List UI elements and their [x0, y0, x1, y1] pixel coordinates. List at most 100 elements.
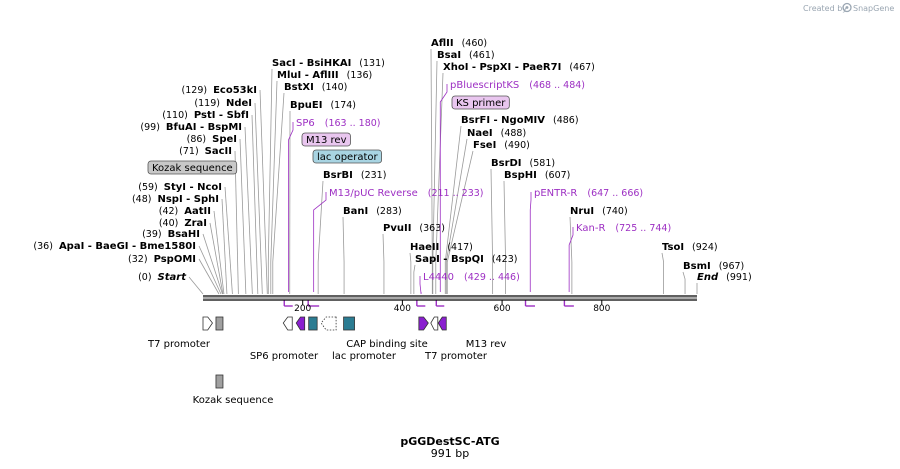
- site-label-start: Start: [158, 272, 188, 283]
- feature-m13-rev-3: [295, 316, 306, 331]
- primer-layer: SP6 (163 .. 180) M13/pUC Reverse (211 .. 23…: [283, 80, 671, 307]
- site-label-bsrdi: BsrDI: [491, 158, 522, 169]
- site-pos-tsoi: (924): [692, 242, 718, 253]
- site-label-bstxi: BstXI: [284, 82, 314, 93]
- site-pos-eco53ki: (129): [182, 85, 208, 96]
- site-leader-bstxi: [272, 92, 285, 294]
- site-label-naei: NaeI: [467, 128, 493, 139]
- site-pos-bsai: (461): [469, 50, 495, 61]
- feature-label-t7-promoter-0: T7 promoter: [147, 339, 211, 350]
- site-pos-psti-sbfi: (110): [162, 110, 188, 121]
- site-label-psti-sbfi: PstI - SbfI: [194, 110, 249, 121]
- site-pos-nrui: (740): [602, 206, 628, 217]
- feature-kozak-sequence-1: [215, 316, 224, 331]
- site-label-eco53ki: Eco53kI: [213, 85, 257, 96]
- site-leader-styi-ncoi: [224, 186, 233, 295]
- primer-range-m13-puc-reverse: (211 .. 233): [428, 188, 484, 199]
- ruler-ticks: 200 400 600 800: [294, 300, 611, 314]
- feature-label-lac-promoter-2: lac promoter: [332, 351, 397, 362]
- feature-track: [202, 316, 447, 389]
- site-leader-haeii: [409, 252, 412, 294]
- site-pos-xhoi-pspxi-paer7i: (467): [569, 62, 595, 73]
- site-pos-pvuii: (363): [419, 223, 445, 234]
- site-label-aflii: AflII: [431, 38, 454, 49]
- site-pos-styi-ncoi: (59): [138, 182, 158, 193]
- site-leader-psti-sbfi: [251, 114, 259, 295]
- feature-t7-promoter-7: [418, 316, 429, 331]
- site-pos-bstxi: (140): [322, 82, 348, 93]
- site-label-bpuei: BpuEI: [290, 100, 322, 111]
- site-leader-aflii: [430, 48, 433, 294]
- callout-text-lac-operator: lac operator: [317, 152, 378, 163]
- primer-label-l4440: L4440: [423, 272, 454, 283]
- site-pos-ndei: (119): [194, 98, 220, 109]
- feature-label-sp6-promoter-1: SP6 promoter: [250, 351, 319, 362]
- feature-lac-promoter-5: [320, 316, 337, 331]
- site-leader-bsai: [432, 60, 438, 294]
- callout-text-ks-primer: KS primer: [456, 98, 506, 109]
- site-label-fsei: FseI: [473, 140, 496, 151]
- callout-kozak-sequence: Kozak sequence: [147, 160, 238, 175]
- site-pos-saci-bsihkai: (131): [359, 58, 385, 69]
- feature-m13-rev-9: [437, 316, 447, 331]
- map-length: 991 bp: [431, 447, 469, 460]
- site-label-sapi-bspqi: SapI - BspQI: [415, 254, 484, 265]
- site-label-bsahi: BsaHI: [168, 229, 200, 240]
- feature-callout-boxes: Kozak sequence M13 rev lac operator KS prim…: [147, 95, 510, 175]
- primer-m13-puc-reverse: M13/pUC Reverse (211 .. 233): [307, 188, 484, 307]
- site-label-apai-baegi-bme1580i: ApaI - BaeGI - Bme1580I: [59, 241, 196, 252]
- site-label-bsmi: BsmI: [683, 261, 711, 272]
- map-title: pGGDestSC-ATG: [400, 435, 499, 448]
- site-leader-ndei: [254, 102, 263, 295]
- primer-pbluescriptks: pBluescriptKS (468 .. 484): [435, 80, 585, 307]
- site-pos-bsmi: (967): [719, 261, 745, 272]
- site-leader-sapi-bspqi: [413, 264, 416, 294]
- primer-range-kan-r: (725 .. 744): [615, 223, 671, 234]
- site-pos-bpuei: (174): [330, 100, 356, 111]
- primer-l4440: L4440 (429 .. 446): [416, 272, 520, 307]
- feature-label-kozak-sequence-6: Kozak sequence: [193, 395, 274, 406]
- feature-unnamed-8: [430, 316, 439, 331]
- site-pos-pspomi: (32): [128, 254, 148, 265]
- tick-label-400: 400: [394, 304, 411, 314]
- site-pos-sacii: (71): [179, 146, 199, 157]
- site-label-haeii: HaeII: [410, 242, 439, 253]
- site-label-nspi-sphi: NspI - SphI: [157, 194, 219, 205]
- site-leader-lines: [188, 48, 698, 295]
- primer-range-sp6: (163 .. 180): [325, 118, 381, 129]
- feature-label-m13-rev-5: M13 rev: [466, 339, 507, 350]
- site-label-bsrfi-ngomiv: BsrFI - NgoMIV: [461, 115, 545, 126]
- site-leader-pvuii: [382, 233, 385, 294]
- site-leader-bsmi: [682, 271, 686, 294]
- site-label-bsai: BsaI: [437, 50, 461, 61]
- site-pos-naei: (488): [501, 128, 527, 139]
- site-pos-nspi-sphi: (48): [132, 194, 152, 205]
- primer-label-pentr-r: pENTR-R: [534, 188, 577, 199]
- primer-label-pbluescriptks: pBluescriptKS: [450, 80, 519, 91]
- primer-range-pbluescriptks: (468 .. 484): [529, 80, 585, 91]
- feature-t7-promoter-0: [202, 316, 213, 331]
- site-leader-bfuai-bspmi: [244, 126, 253, 295]
- site-label-pspomi: PspOMI: [154, 254, 196, 265]
- primer-label-m13-puc-reverse: M13/pUC Reverse: [329, 188, 418, 199]
- site-leader-tsoi: [661, 252, 665, 294]
- credit-brand: SnapGene: [853, 4, 894, 13]
- tick-label-600: 600: [493, 304, 510, 314]
- site-pos-start: (0): [138, 272, 151, 283]
- primer-pentr-r: pENTR-R (647 .. 666): [524, 188, 643, 307]
- tick-label-800: 800: [593, 304, 610, 314]
- callout-text-kozak-sequence: Kozak sequence: [152, 163, 233, 174]
- site-leader-bsphi: [503, 180, 506, 294]
- site-leader-start: [188, 276, 204, 295]
- site-leader-fsei: [446, 150, 474, 294]
- site-pos-spei: (86): [187, 134, 207, 145]
- restriction-site-labels: Start (0)PspOMI (32) ApaI - BaeGI - Bme1580…: [33, 38, 751, 283]
- site-leader-mlui-afliii: [270, 80, 278, 294]
- site-pos-fsei: (490): [504, 140, 530, 151]
- callout-ks-primer: KS primer: [451, 95, 510, 110]
- primer-label-kan-r: Kan-R: [576, 223, 605, 234]
- site-leader-bsahi: [202, 233, 223, 295]
- site-leader-naei: [445, 138, 468, 294]
- primer-kan-r: Kan-R (725 .. 744): [563, 223, 671, 307]
- site-leader-apai-baegi-bme1580i: [198, 245, 222, 295]
